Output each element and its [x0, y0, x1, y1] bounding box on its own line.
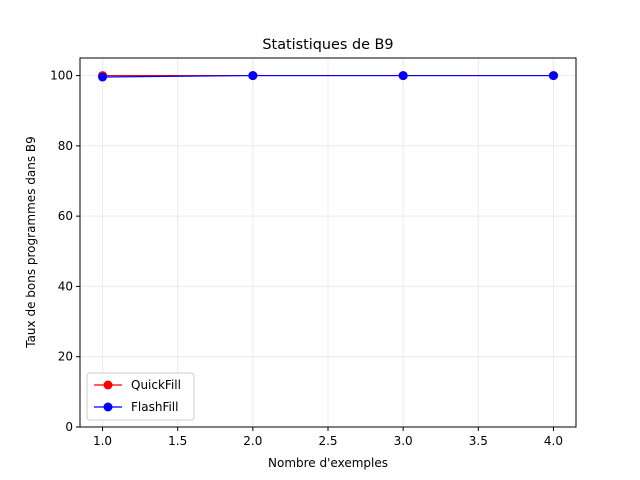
- series-group: [98, 71, 558, 82]
- y-tick-label: 100: [50, 69, 73, 83]
- axes-ticks: 1.0 1.5 2.0 2.5 3.0 3.5 4.0 0 20 40 60 80 100: [50, 69, 563, 448]
- chart-title: Statistiques de B9: [262, 37, 393, 53]
- x-tick-label: 1.5: [168, 434, 187, 448]
- x-tick-label: 3.5: [469, 434, 488, 448]
- x-tick-label: 1.0: [93, 434, 112, 448]
- data-point-flashfill: [548, 71, 558, 81]
- y-tick-label: 0: [65, 420, 73, 434]
- legend: QuickFill FlashFill: [86, 372, 195, 421]
- y-axis-label: Taux de bons programmes dans B9: [24, 136, 38, 349]
- grid: [80, 58, 576, 428]
- series-line-flashfill: [102, 74, 554, 78]
- legend-marker-quickfill: [103, 380, 113, 390]
- y-tick-label: 60: [58, 209, 73, 223]
- x-tick-label: 4.0: [544, 434, 563, 448]
- x-axis-label: Nombre d'exemples: [268, 456, 388, 470]
- data-point-flashfill: [248, 71, 258, 81]
- legend-label-quickfill: QuickFill: [131, 378, 181, 392]
- data-point-flashfill: [398, 71, 408, 81]
- x-tick-label: 2.0: [243, 434, 262, 448]
- x-tick-label: 3.0: [394, 434, 413, 448]
- data-point-flashfill: [98, 72, 108, 82]
- y-tick-label: 80: [58, 139, 73, 153]
- legend-label-flashfill: FlashFill: [131, 400, 178, 414]
- y-tick-label: 20: [58, 350, 73, 364]
- legend-marker-flashfill: [103, 402, 113, 412]
- y-tick-label: 40: [58, 279, 73, 293]
- x-tick-label: 2.5: [318, 434, 337, 448]
